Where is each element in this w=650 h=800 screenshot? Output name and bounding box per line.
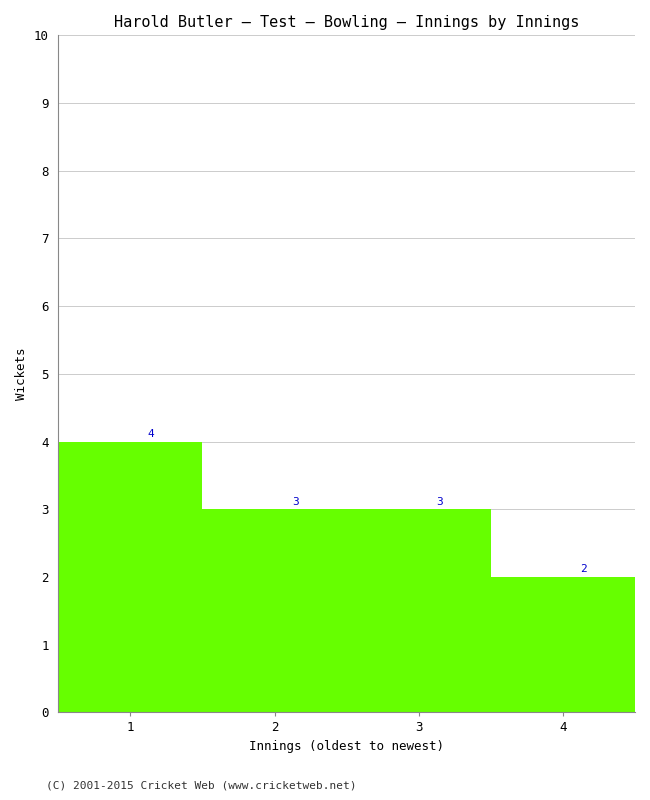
Bar bbox=[58, 442, 202, 713]
Text: 2: 2 bbox=[580, 564, 587, 574]
Bar bbox=[346, 510, 491, 713]
X-axis label: Innings (oldest to newest): Innings (oldest to newest) bbox=[249, 740, 444, 753]
Text: 3: 3 bbox=[292, 497, 298, 506]
Text: 3: 3 bbox=[436, 497, 443, 506]
Bar bbox=[491, 577, 635, 713]
Y-axis label: Wickets: Wickets bbox=[15, 348, 28, 400]
Text: (C) 2001-2015 Cricket Web (www.cricketweb.net): (C) 2001-2015 Cricket Web (www.cricketwe… bbox=[46, 781, 356, 790]
Bar bbox=[202, 510, 346, 713]
Text: 4: 4 bbox=[148, 429, 155, 439]
Title: Harold Butler – Test – Bowling – Innings by Innings: Harold Butler – Test – Bowling – Innings… bbox=[114, 15, 579, 30]
